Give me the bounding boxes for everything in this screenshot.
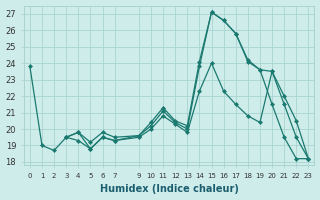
X-axis label: Humidex (Indice chaleur): Humidex (Indice chaleur) — [100, 184, 239, 194]
